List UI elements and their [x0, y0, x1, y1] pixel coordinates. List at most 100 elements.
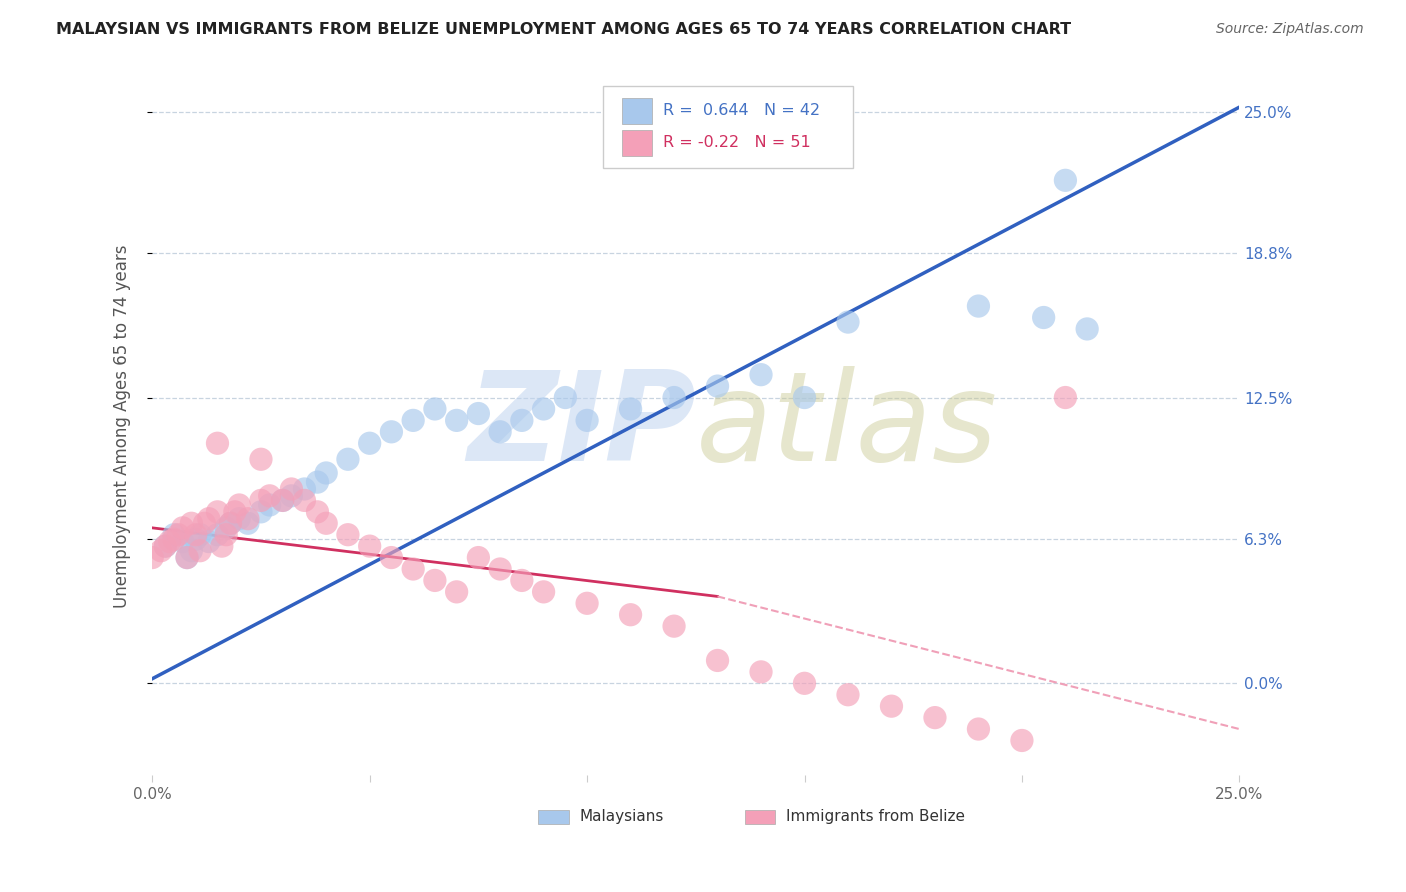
Text: ZIP: ZIP [467, 366, 696, 487]
Point [307, 475, 329, 489]
Point [294, 482, 316, 496]
Point [163, 533, 186, 547]
Point [510, 574, 533, 588]
Point [149, 543, 172, 558]
Point [236, 512, 259, 526]
Point [837, 688, 859, 702]
Point [176, 550, 198, 565]
Point [184, 533, 207, 547]
Point [446, 585, 468, 599]
Point [662, 619, 685, 633]
Point [315, 466, 337, 480]
Point [423, 574, 446, 588]
FancyBboxPatch shape [621, 97, 652, 124]
Point [155, 539, 177, 553]
Point [250, 452, 273, 467]
Point [141, 550, 163, 565]
Point [280, 482, 302, 496]
FancyBboxPatch shape [745, 810, 775, 823]
Text: Malaysians: Malaysians [579, 809, 664, 824]
Point [1011, 733, 1033, 747]
Point [619, 401, 641, 416]
Point [215, 527, 238, 541]
Point [184, 527, 207, 541]
Point [271, 493, 294, 508]
Point [380, 550, 402, 565]
Point [793, 676, 815, 690]
Text: R = -0.22   N = 51: R = -0.22 N = 51 [664, 136, 811, 151]
Point [446, 413, 468, 427]
Point [250, 505, 273, 519]
Point [380, 425, 402, 439]
Point [423, 401, 446, 416]
Point [250, 493, 273, 508]
Point [315, 516, 337, 531]
Point [837, 315, 859, 329]
Point [155, 539, 177, 553]
FancyBboxPatch shape [603, 86, 853, 168]
Point [228, 498, 250, 512]
Point [467, 550, 489, 565]
Point [576, 596, 599, 610]
FancyBboxPatch shape [621, 129, 652, 156]
Point [749, 368, 772, 382]
Point [1032, 310, 1054, 325]
Point [467, 407, 489, 421]
Point [793, 391, 815, 405]
Point [228, 512, 250, 526]
Point [219, 516, 242, 531]
Text: atlas: atlas [696, 366, 998, 487]
Point [294, 493, 316, 508]
Point [259, 489, 281, 503]
Point [924, 710, 946, 724]
Point [880, 699, 903, 714]
Point [193, 516, 215, 531]
Point [402, 413, 425, 427]
Point [259, 498, 281, 512]
Point [749, 665, 772, 679]
Point [1076, 322, 1098, 336]
Point [167, 527, 190, 541]
Point [207, 527, 229, 541]
Point [207, 505, 229, 519]
Point [271, 493, 294, 508]
Point [159, 534, 181, 549]
Text: R =  0.644   N = 42: R = 0.644 N = 42 [664, 103, 820, 119]
Point [307, 505, 329, 519]
Text: Source: ZipAtlas.com: Source: ZipAtlas.com [1216, 22, 1364, 37]
Point [336, 452, 359, 467]
Text: Immigrants from Belize: Immigrants from Belize [786, 809, 965, 824]
Point [163, 527, 186, 541]
Point [215, 521, 238, 535]
Point [510, 413, 533, 427]
Point [359, 436, 381, 450]
Point [619, 607, 641, 622]
Point [706, 379, 728, 393]
Point [662, 391, 685, 405]
Point [176, 550, 198, 565]
Point [706, 653, 728, 667]
Point [224, 505, 246, 519]
Point [172, 521, 194, 535]
Point [336, 527, 359, 541]
Point [197, 512, 219, 526]
Point [533, 401, 555, 416]
Y-axis label: Unemployment Among Ages 65 to 74 years: Unemployment Among Ages 65 to 74 years [114, 244, 131, 607]
Point [180, 516, 202, 531]
Point [219, 516, 242, 531]
Point [402, 562, 425, 576]
Point [188, 543, 211, 558]
Point [554, 391, 576, 405]
Point [967, 299, 990, 313]
Point [359, 539, 381, 553]
Point [180, 543, 202, 558]
Point [489, 425, 512, 439]
Point [489, 562, 512, 576]
Point [280, 489, 302, 503]
FancyBboxPatch shape [538, 810, 568, 823]
Point [172, 534, 194, 549]
Point [533, 585, 555, 599]
Text: MALAYSIAN VS IMMIGRANTS FROM BELIZE UNEMPLOYMENT AMONG AGES 65 TO 74 YEARS CORRE: MALAYSIAN VS IMMIGRANTS FROM BELIZE UNEM… [56, 22, 1071, 37]
Point [207, 436, 229, 450]
Point [211, 539, 233, 553]
